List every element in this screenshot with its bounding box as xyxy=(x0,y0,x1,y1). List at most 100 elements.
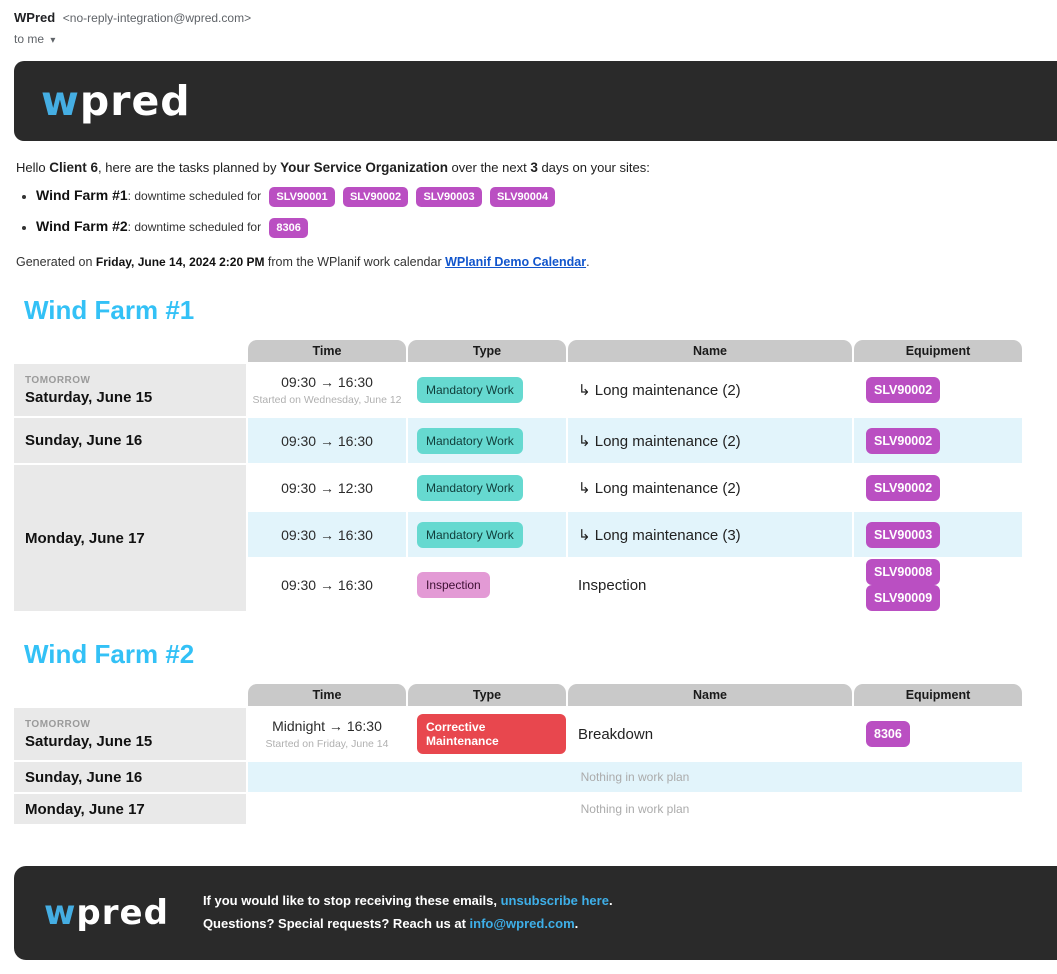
page-title-farm2: Wind Farm #2 xyxy=(24,639,195,669)
equipment-cell: SLV90002 xyxy=(854,465,1022,510)
site-summary-list: Wind Farm #1 : downtime scheduled for SLV… xyxy=(22,187,1057,238)
days-count: 3 xyxy=(530,160,538,175)
unsubscribe-line: If you would like to stop receiving thes… xyxy=(203,890,613,913)
tomorrow-tag: TOMORROW xyxy=(25,718,91,730)
column-header-time: Time xyxy=(248,340,406,362)
type-cell: Corrective Maintenance xyxy=(408,708,566,760)
time-cell: Midnight → 16:30 Started on Friday, June… xyxy=(248,708,406,760)
type-cell: Mandatory Work xyxy=(408,512,566,557)
greeting-mid2: over the next xyxy=(447,160,531,175)
logo-rest: pred xyxy=(79,76,191,125)
greeting-text: Hello Client 6, here are the tasks plann… xyxy=(16,160,1057,175)
date-label: Sunday, June 16 xyxy=(25,432,143,449)
generated-line: Generated on Friday, June 14, 2024 2:20 … xyxy=(16,255,1057,269)
empty-workplan-cell: Nothing in work plan xyxy=(248,762,1022,792)
date-label: Sunday, June 16 xyxy=(25,768,143,786)
time-range: 09:30 → 16:30 xyxy=(281,432,373,449)
column-header-name: Name xyxy=(568,340,852,362)
time-range: 09:30 → 16:30 xyxy=(281,577,373,593)
equipment-badge: SLV90002 xyxy=(342,187,409,207)
time-range: 09:30 → 12:30 xyxy=(281,479,373,496)
equipment-badge: SLV90009 xyxy=(866,585,941,611)
unsubscribe-link[interactable]: unsubscribe here xyxy=(500,893,609,908)
time-range: 09:30 → 16:30 xyxy=(281,374,373,390)
task-name-cell: ↳ Long maintenance (2) xyxy=(568,364,852,416)
generated-timestamp: Friday, June 14, 2024 2:20 PM xyxy=(95,255,265,269)
equipment-badge: SLV90003 xyxy=(416,187,482,207)
table-row: 09:30 → 16:30 Mandatory Work ↳ Long main… xyxy=(14,512,1022,557)
tomorrow-tag: TOMORROW xyxy=(25,374,91,386)
date-label: Monday, June 17 xyxy=(25,800,145,818)
task-name-cell: ↳ Long maintenance (2) xyxy=(568,465,852,510)
type-badge: Corrective Maintenance xyxy=(417,714,566,754)
generated-mid: from the WPlanif work calendar xyxy=(264,255,446,269)
date-cell: Sunday, June 16 xyxy=(14,418,246,463)
column-header-equipment: Equipment xyxy=(854,684,1022,706)
service-org-name: Your Service Organization xyxy=(280,160,448,175)
equipment-badge: 8306 xyxy=(269,218,308,238)
greeting-mid1: , here are the tasks planned by xyxy=(98,160,281,175)
sender-name: WPred xyxy=(14,10,56,25)
time-cell: 09:30 → 16:30 xyxy=(248,512,406,557)
equipment-cell: SLV90008 SLV90009 xyxy=(854,559,1022,611)
equipment-badge: SLV90001 xyxy=(269,187,335,207)
table-row: Monday, June 17 Nothing in work plan xyxy=(14,794,1022,824)
table-row: Sunday, June 16 09:30 → 16:30 Mandatory … xyxy=(14,418,1022,463)
date-cell: Sunday, June 16 xyxy=(14,762,246,792)
unsubscribe-prefix: If you would like to stop receiving thes… xyxy=(202,893,501,908)
wplanif-calendar-link[interactable]: WPlanif Demo Calendar xyxy=(445,255,587,269)
logo-letter-w: w xyxy=(41,76,80,125)
column-header-equipment: Equipment xyxy=(854,340,1022,362)
equipment-cell: SLV90002 xyxy=(854,418,1022,463)
equipment-badge: SLV90002 xyxy=(866,427,941,454)
footer-text: If you would like to stop receiving thes… xyxy=(203,890,613,936)
task-name-cell: ↳ Long maintenance (2) xyxy=(568,418,852,463)
header-spacer xyxy=(14,684,246,706)
header-spacer xyxy=(14,340,246,362)
time-cell: 09:30 → 12:30 xyxy=(248,465,406,510)
task-name-cell: Inspection xyxy=(568,559,852,611)
wpred-logo-footer: wpred xyxy=(44,896,169,930)
equipment-badge: 8306 xyxy=(866,721,910,747)
wpred-logo: wpred xyxy=(41,80,191,122)
time-cell: 09:30 → 16:30 Started on Wednesday, June… xyxy=(248,364,406,416)
equipment-badge: SLV90002 xyxy=(866,377,941,403)
sender-line: WPred <no-reply-integration@wpred.com> xyxy=(14,10,1057,25)
site-name: Wind Farm #2 xyxy=(36,218,128,235)
chevron-down-icon: ▾ xyxy=(50,35,56,46)
equipment-cell: SLV90002 xyxy=(854,364,1022,416)
contact-line: Questions? Special requests? Reach us at… xyxy=(203,913,613,936)
client-name: Client 6 xyxy=(49,160,99,175)
date-cell: Monday, June 17 xyxy=(14,794,246,824)
column-header-time: Time xyxy=(248,684,406,706)
date-cell: TOMORROW Saturday, June 15 xyxy=(14,364,246,416)
farm1-schedule-table: Time Type Name Equipment TOMORROW Saturd… xyxy=(12,338,1024,613)
greeting-suffix: days on your sites: xyxy=(537,160,650,175)
contact-email-link[interactable]: info@wpred.com xyxy=(469,915,575,931)
date-label: Saturday, June 15 xyxy=(25,388,153,406)
type-cell: Mandatory Work xyxy=(408,418,566,463)
unsubscribe-suffix: . xyxy=(608,893,613,908)
site-name: Wind Farm #1 xyxy=(36,187,128,204)
started-on-note: Started on Friday, June 14 xyxy=(265,738,389,750)
equipment-cell: SLV90003 xyxy=(854,512,1022,557)
date-cell: Monday, June 17 xyxy=(14,465,246,611)
type-badge: Mandatory Work xyxy=(417,474,523,501)
table-row: Sunday, June 16 Nothing in work plan xyxy=(14,762,1022,792)
type-badge: Mandatory Work xyxy=(417,377,523,403)
date-label: Monday, June 17 xyxy=(25,529,145,547)
equipment-cell: 8306 xyxy=(854,708,1022,760)
footer-banner: wpred If you would like to stop receivin… xyxy=(14,866,1057,960)
farm2-schedule-table: Time Type Name Equipment TOMORROW Saturd… xyxy=(12,682,1024,826)
generated-prefix: Generated on xyxy=(16,255,96,269)
to-me-dropdown[interactable]: to me ▾ xyxy=(14,32,55,46)
contact-suffix: . xyxy=(574,915,579,931)
brand-banner: wpred xyxy=(14,61,1057,141)
column-header-type: Type xyxy=(408,684,566,706)
empty-workplan-cell: Nothing in work plan xyxy=(248,794,1022,824)
sender-address: <no-reply-integration@wpred.com> xyxy=(62,11,252,25)
task-name-cell: Breakdown xyxy=(568,708,852,760)
downtime-label: : downtime scheduled for xyxy=(127,220,262,235)
started-on-note: Started on Wednesday, June 12 xyxy=(252,394,402,406)
time-cell: 09:30 → 16:30 xyxy=(248,559,406,611)
